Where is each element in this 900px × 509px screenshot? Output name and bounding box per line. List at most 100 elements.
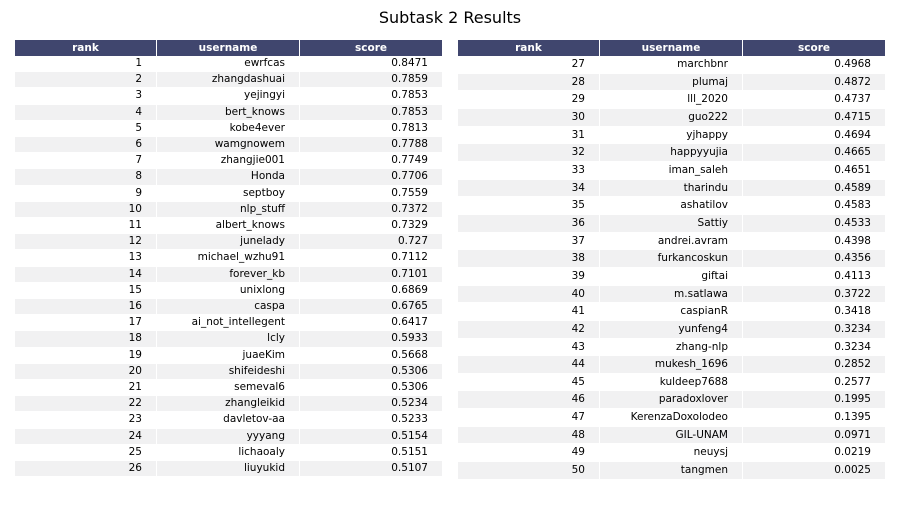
results-table-left: rank username score 1 ewrfcas 0.8471 2 zhang… bbox=[15, 40, 442, 478]
cell-username: marchbnr bbox=[600, 56, 743, 74]
cell-username: tangmen bbox=[600, 462, 743, 480]
chart-title: Subtask 2 Results bbox=[378, 8, 522, 27]
cell-username: andrei.avram bbox=[600, 232, 743, 251]
cell-score: 0.7101 bbox=[300, 266, 442, 283]
header-rank: rank bbox=[458, 40, 600, 56]
cell-username: zhangjie001 bbox=[157, 153, 300, 170]
cell-username: albert_knows bbox=[157, 218, 300, 235]
cell-score: 0.5107 bbox=[300, 461, 442, 478]
cell-score: 0.4872 bbox=[743, 73, 885, 92]
cell-rank: 43 bbox=[458, 338, 600, 357]
cell-rank: 50 bbox=[458, 462, 600, 480]
table-row: 45 kuldeep7688 0.2577 bbox=[458, 373, 885, 392]
table-row: 20 shifeideshi 0.5306 bbox=[15, 363, 442, 381]
cell-score: 0.3234 bbox=[743, 339, 885, 357]
cell-username: mukesh_1696 bbox=[600, 356, 743, 374]
cell-score: 0.4651 bbox=[743, 162, 885, 180]
cell-rank: 34 bbox=[458, 179, 600, 198]
cell-score: 0.4665 bbox=[743, 144, 885, 162]
table-row: 13 michael_wzhu91 0.7112 bbox=[15, 250, 442, 267]
cell-username: nlp_stuff bbox=[157, 201, 300, 219]
table-row: 10 nlp_stuff 0.7372 bbox=[15, 201, 442, 219]
cell-rank: 26 bbox=[15, 461, 157, 478]
table-row: 43 zhang-nlp 0.3234 bbox=[458, 338, 885, 357]
cell-username: shifeideshi bbox=[157, 363, 300, 381]
cell-score: 0.4398 bbox=[743, 233, 885, 251]
cell-score: 0.1395 bbox=[743, 409, 885, 427]
cell-username: zhangdashuai bbox=[157, 72, 300, 89]
cell-score: 0.4968 bbox=[743, 56, 885, 74]
cell-username: kuldeep7688 bbox=[600, 373, 743, 392]
cell-score: 0.0971 bbox=[743, 426, 885, 445]
header-row: rank username score bbox=[15, 40, 442, 56]
cell-score: 0.5933 bbox=[300, 331, 442, 348]
cell-username: zhangleikid bbox=[157, 396, 300, 413]
cell-rank: 21 bbox=[15, 380, 157, 397]
cell-username: happyyujia bbox=[600, 144, 743, 162]
cell-score: 0.4589 bbox=[743, 179, 885, 198]
cell-rank: 46 bbox=[458, 391, 600, 410]
cell-rank: 12 bbox=[15, 234, 157, 251]
cell-rank: 35 bbox=[458, 197, 600, 215]
cell-score: 0.7853 bbox=[300, 104, 442, 121]
cell-score: 0.7853 bbox=[300, 88, 442, 105]
cell-rank: 24 bbox=[15, 428, 157, 445]
cell-score: 0.6765 bbox=[300, 299, 442, 316]
table-row: 39 giftai 0.4113 bbox=[458, 267, 885, 286]
table-row: 17 ai_not_intellegent 0.6417 bbox=[15, 315, 442, 332]
cell-rank: 49 bbox=[458, 444, 600, 463]
cell-rank: 37 bbox=[458, 232, 600, 251]
cell-username: giftai bbox=[600, 267, 743, 286]
table-row: 29 lll_2020 0.4737 bbox=[458, 91, 885, 109]
cell-rank: 41 bbox=[458, 303, 600, 321]
table-row: 28 plumaj 0.4872 bbox=[458, 73, 885, 92]
table-row: 14 forever_kb 0.7101 bbox=[15, 266, 442, 283]
cell-rank: 44 bbox=[458, 356, 600, 374]
table-row: 23 davletov-aa 0.5233 bbox=[15, 412, 442, 429]
cell-username: forever_kb bbox=[157, 266, 300, 283]
cell-username: wamgnowem bbox=[157, 137, 300, 154]
cell-username: furkancoskun bbox=[600, 250, 743, 268]
cell-rank: 20 bbox=[15, 363, 157, 381]
cell-rank: 22 bbox=[15, 396, 157, 413]
cell-score: 0.0219 bbox=[743, 444, 885, 463]
cell-username: Honda bbox=[157, 169, 300, 186]
cell-username: paradoxlover bbox=[600, 391, 743, 410]
cell-score: 0.4113 bbox=[743, 268, 885, 286]
header-row: rank username score bbox=[458, 40, 885, 56]
cell-rank: 40 bbox=[458, 285, 600, 304]
cell-score: 0.7706 bbox=[300, 169, 442, 186]
cell-score: 0.6869 bbox=[300, 283, 442, 300]
table-row: 26 liuyukid 0.5107 bbox=[15, 461, 442, 478]
table-row: 8 Honda 0.7706 bbox=[15, 169, 442, 186]
table-row: 34 tharindu 0.4589 bbox=[458, 179, 885, 198]
cell-username: neuysj bbox=[600, 444, 743, 463]
cell-username: kobe4ever bbox=[157, 120, 300, 138]
cell-username: plumaj bbox=[600, 73, 743, 92]
cell-score: 0.4583 bbox=[743, 197, 885, 215]
table-row: 7 zhangjie001 0.7749 bbox=[15, 153, 442, 170]
table-row: 48 GIL-UNAM 0.0971 bbox=[458, 426, 885, 445]
table-row: 38 furkancoskun 0.4356 bbox=[458, 250, 885, 268]
table-row: 5 kobe4ever 0.7813 bbox=[15, 120, 442, 138]
cell-score: 0.6417 bbox=[300, 315, 442, 332]
cell-rank: 28 bbox=[458, 73, 600, 92]
cell-username: lichaoaly bbox=[157, 444, 300, 462]
cell-username: junelady bbox=[157, 234, 300, 251]
cell-rank: 13 bbox=[15, 250, 157, 267]
cell-rank: 33 bbox=[458, 161, 600, 180]
cell-username: semeval6 bbox=[157, 380, 300, 397]
cell-username: yunfeng4 bbox=[600, 320, 743, 339]
cell-rank: 42 bbox=[458, 320, 600, 339]
table-row: 50 tangmen 0.0025 bbox=[458, 462, 885, 480]
table-row: 37 andrei.avram 0.4398 bbox=[458, 232, 885, 251]
table-row: 46 paradoxlover 0.1995 bbox=[458, 391, 885, 410]
cell-username: KerenzaDoxolodeo bbox=[600, 409, 743, 427]
cell-score: 0.7788 bbox=[300, 137, 442, 154]
table-row: 31 yjhappy 0.4694 bbox=[458, 126, 885, 145]
cell-score: 0.7859 bbox=[300, 72, 442, 89]
cell-score: 0.4533 bbox=[743, 214, 885, 233]
cell-rank: 3 bbox=[15, 88, 157, 105]
table-row: 30 guo222 0.4715 bbox=[458, 108, 885, 127]
cell-rank: 4 bbox=[15, 104, 157, 121]
